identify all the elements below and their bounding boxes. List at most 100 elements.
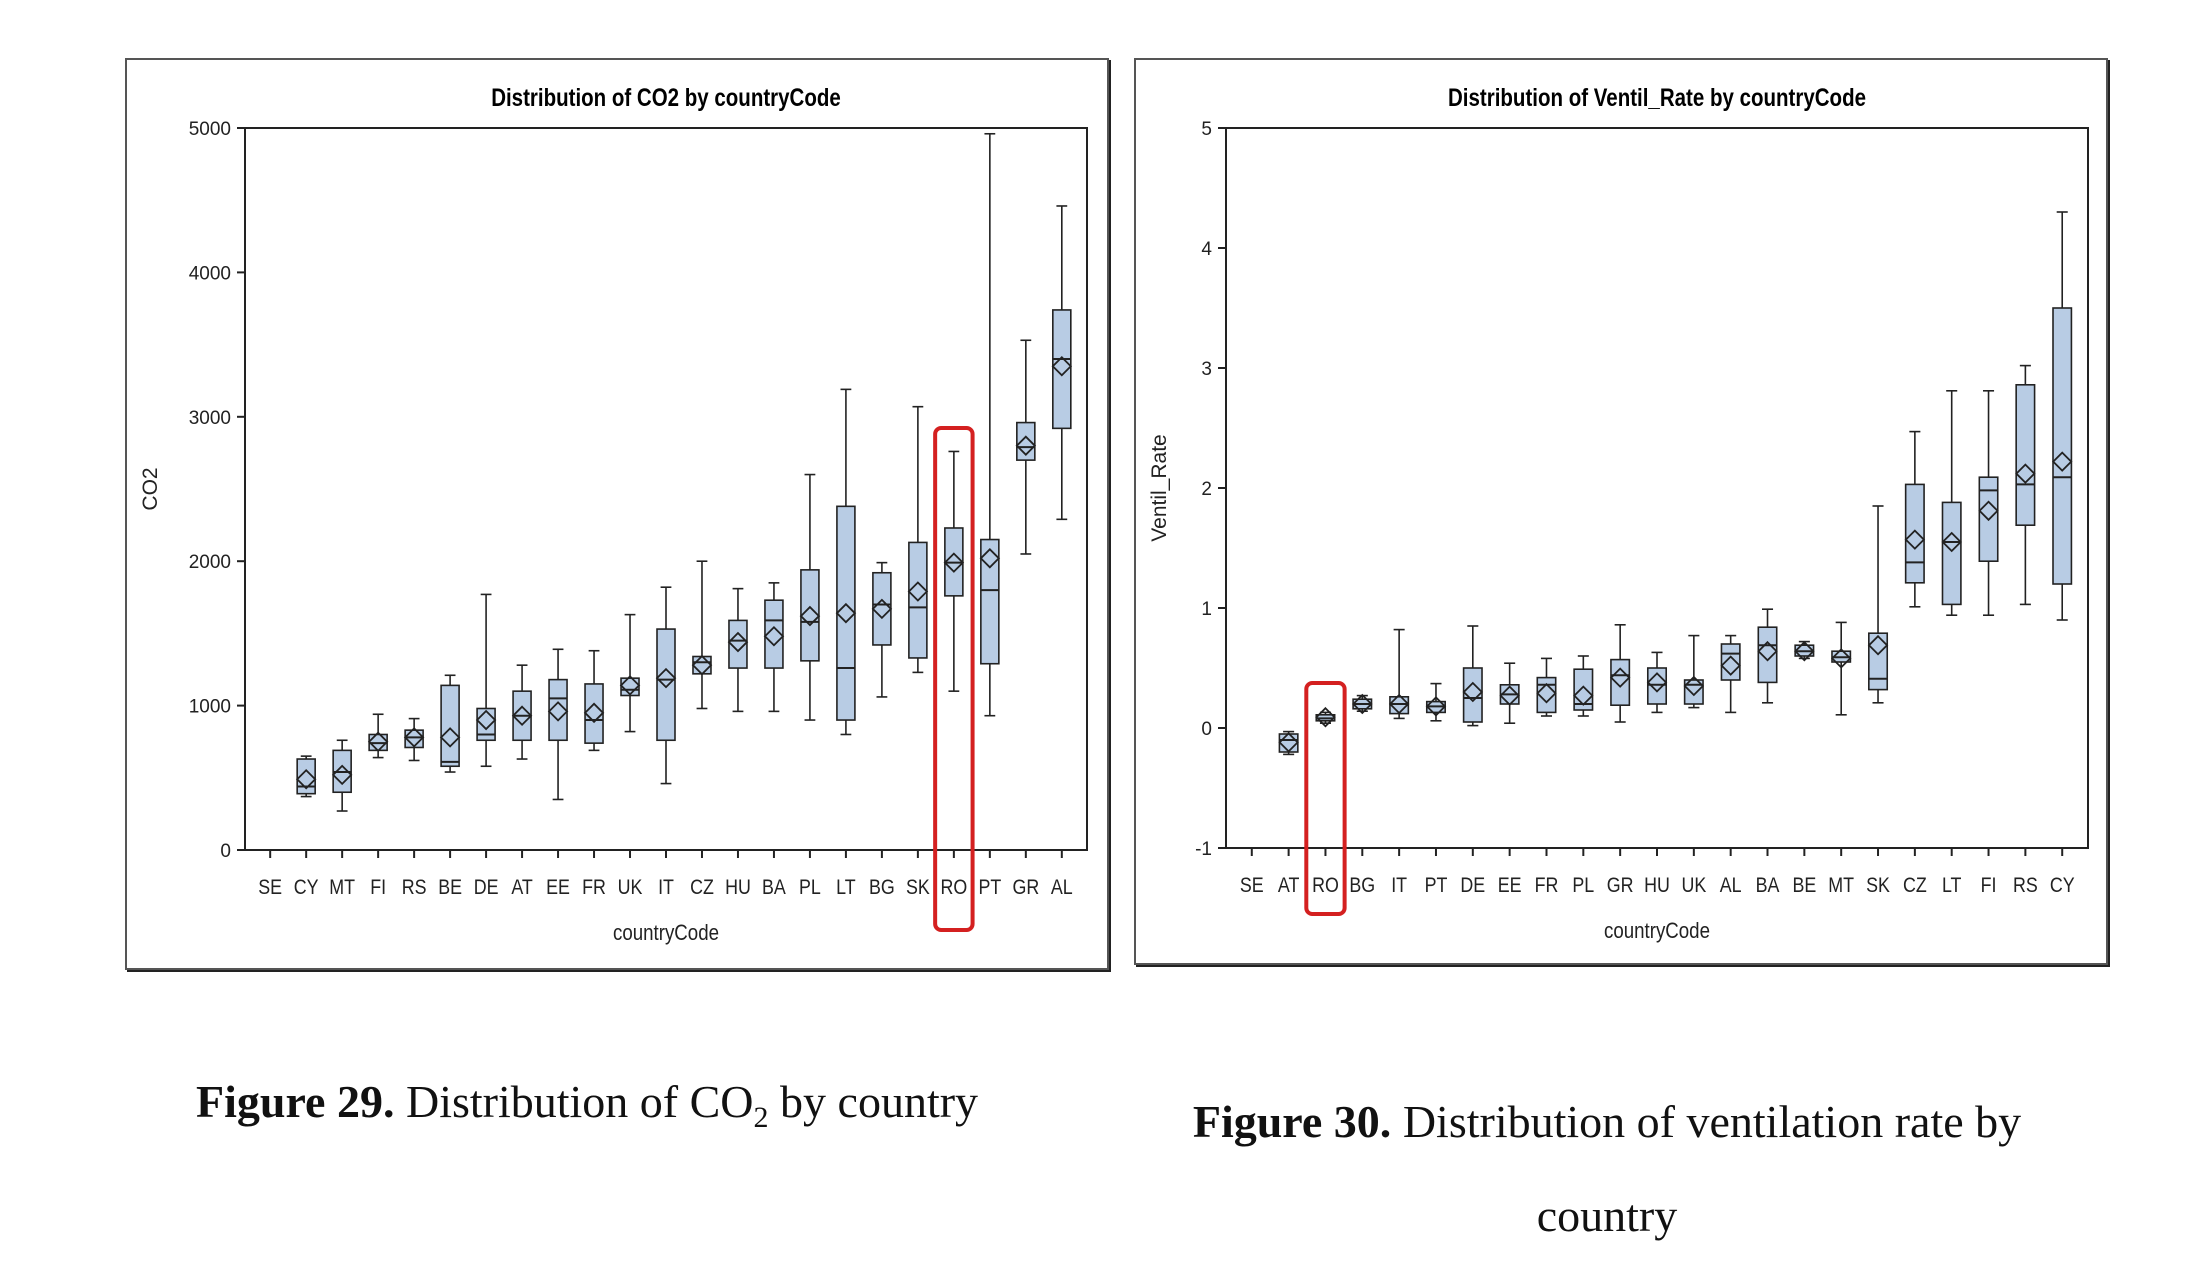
iqr-box xyxy=(1868,632,1889,691)
x-tick-label: FR xyxy=(582,876,606,900)
mean-marker xyxy=(799,605,821,627)
mean-marker xyxy=(871,598,893,620)
y-tick-label: 3000 xyxy=(189,408,231,429)
box-it xyxy=(655,586,677,785)
box-rs xyxy=(403,717,425,762)
iqr-box xyxy=(872,571,892,646)
x-tick-label: CZ xyxy=(1903,874,1927,898)
x-tick-label: IT xyxy=(1391,874,1407,898)
box-ee xyxy=(547,648,569,801)
mean-marker xyxy=(1646,672,1668,693)
figure-29-subscript: 2 xyxy=(753,1101,769,1134)
y-tick-label: 4 xyxy=(1201,239,1212,260)
x-tick-label: PT xyxy=(1425,874,1448,898)
x-tick-label: GR xyxy=(1012,876,1039,900)
box-ee xyxy=(1499,662,1520,725)
mean-marker xyxy=(1941,531,1962,553)
mean-marker xyxy=(1683,675,1705,697)
mean-marker xyxy=(1609,667,1631,688)
mean-marker xyxy=(1278,732,1299,753)
box-hu xyxy=(1646,651,1668,714)
box-sk xyxy=(907,405,929,674)
x-tick-label: AL xyxy=(1051,876,1073,900)
x-tick-label: EE xyxy=(1498,874,1522,898)
y-tick-label: 1 xyxy=(1201,599,1212,620)
co2-chart-panel: Distribution of CO2 by countryCode 0 1000 2… xyxy=(125,58,1109,970)
y-tick-label: 0 xyxy=(220,841,231,862)
x-tick-label: PL xyxy=(799,876,821,900)
mean-marker xyxy=(907,581,929,602)
y-tick-label: 1000 xyxy=(189,697,231,718)
x-tick-label: FI xyxy=(370,876,386,900)
x-tick-label: IT xyxy=(658,876,674,900)
y-tick-label: 4000 xyxy=(189,263,231,284)
highlight-box-ro xyxy=(1304,681,1347,916)
box-fi xyxy=(367,713,389,759)
ventil-rate-boxplot-chart: Distribution of Ventil_Rate by countryCo… xyxy=(1148,83,2089,943)
iqr-box xyxy=(1278,733,1299,753)
x-tick-label: AT xyxy=(511,876,533,900)
co2-boxplot-chart: Distribution of CO2 by countryCode 0 1000 2… xyxy=(139,83,1088,946)
x-tick-label: SE xyxy=(1240,874,1264,898)
chart-title: Distribution of Ventil_Rate by countryCo… xyxy=(1448,83,1866,111)
figure-30-caption: Figure 30. Distribution of ventilation r… xyxy=(1142,1075,2072,1263)
mean-marker xyxy=(655,667,677,689)
mean-marker xyxy=(583,702,605,724)
x-tick-label: SE xyxy=(258,876,282,900)
box-uk xyxy=(1683,634,1705,709)
box-gr xyxy=(1609,623,1631,723)
iqr-box xyxy=(1052,309,1072,430)
chart-title: Distribution of CO2 by countryCode xyxy=(491,83,841,111)
y-tick-label: 5 xyxy=(1201,119,1212,140)
x-tick-label: UK xyxy=(1681,874,1706,898)
box-pt xyxy=(979,132,1001,717)
iqr-box xyxy=(1941,501,1962,606)
mean-marker xyxy=(295,768,317,790)
mean-marker xyxy=(1573,685,1594,706)
iqr-box xyxy=(2052,307,2073,585)
iqr-box xyxy=(1462,667,1483,723)
iqr-box xyxy=(2015,383,2036,526)
box-de xyxy=(475,593,497,768)
x-tick-label: GR xyxy=(1607,874,1634,898)
x-tick-label: BE xyxy=(1792,874,1816,898)
iqr-box xyxy=(692,655,712,675)
iqr-box xyxy=(476,707,496,742)
y-tick-label: 3 xyxy=(1201,359,1212,380)
iqr-box xyxy=(584,683,604,744)
box-be xyxy=(1794,640,1815,662)
box-fi xyxy=(1978,389,1999,617)
box-cz xyxy=(691,560,713,710)
mean-marker xyxy=(1536,682,1557,704)
mean-marker xyxy=(943,552,965,573)
mean-marker xyxy=(331,764,353,786)
x-axis-label: countryCode xyxy=(613,922,719,946)
box-mt xyxy=(331,739,353,812)
x-tick-label: SK xyxy=(1866,874,1890,898)
iqr-box xyxy=(1757,626,1778,684)
mean-marker xyxy=(727,631,749,653)
box-fr xyxy=(583,649,605,752)
iqr-box xyxy=(548,678,568,742)
box-pl xyxy=(1573,655,1594,717)
x-tick-label: HU xyxy=(1644,874,1670,898)
x-tick-label: RO xyxy=(940,876,967,900)
iqr-box xyxy=(1536,676,1557,714)
box-ro xyxy=(943,450,965,692)
x-tick-label: DE xyxy=(474,876,499,900)
box-cy xyxy=(2051,211,2073,621)
x-tick-label: BG xyxy=(869,876,895,900)
mean-marker xyxy=(1388,693,1410,715)
box-pl xyxy=(799,473,821,721)
figure-29-caption: Figure 29. Distribution of CO2 by countr… xyxy=(196,1075,978,1135)
mean-marker xyxy=(2051,451,2073,472)
iqr-box xyxy=(980,538,1000,665)
mean-marker xyxy=(403,727,425,748)
mean-marker xyxy=(367,731,389,752)
iqr-box xyxy=(440,684,460,768)
figure-30-label: Figure 30. xyxy=(1192,1096,1392,1147)
iqr-box xyxy=(1904,483,1925,584)
mean-marker xyxy=(763,626,785,647)
x-tick-label: BA xyxy=(1756,874,1780,898)
box-sk xyxy=(1867,505,1889,704)
